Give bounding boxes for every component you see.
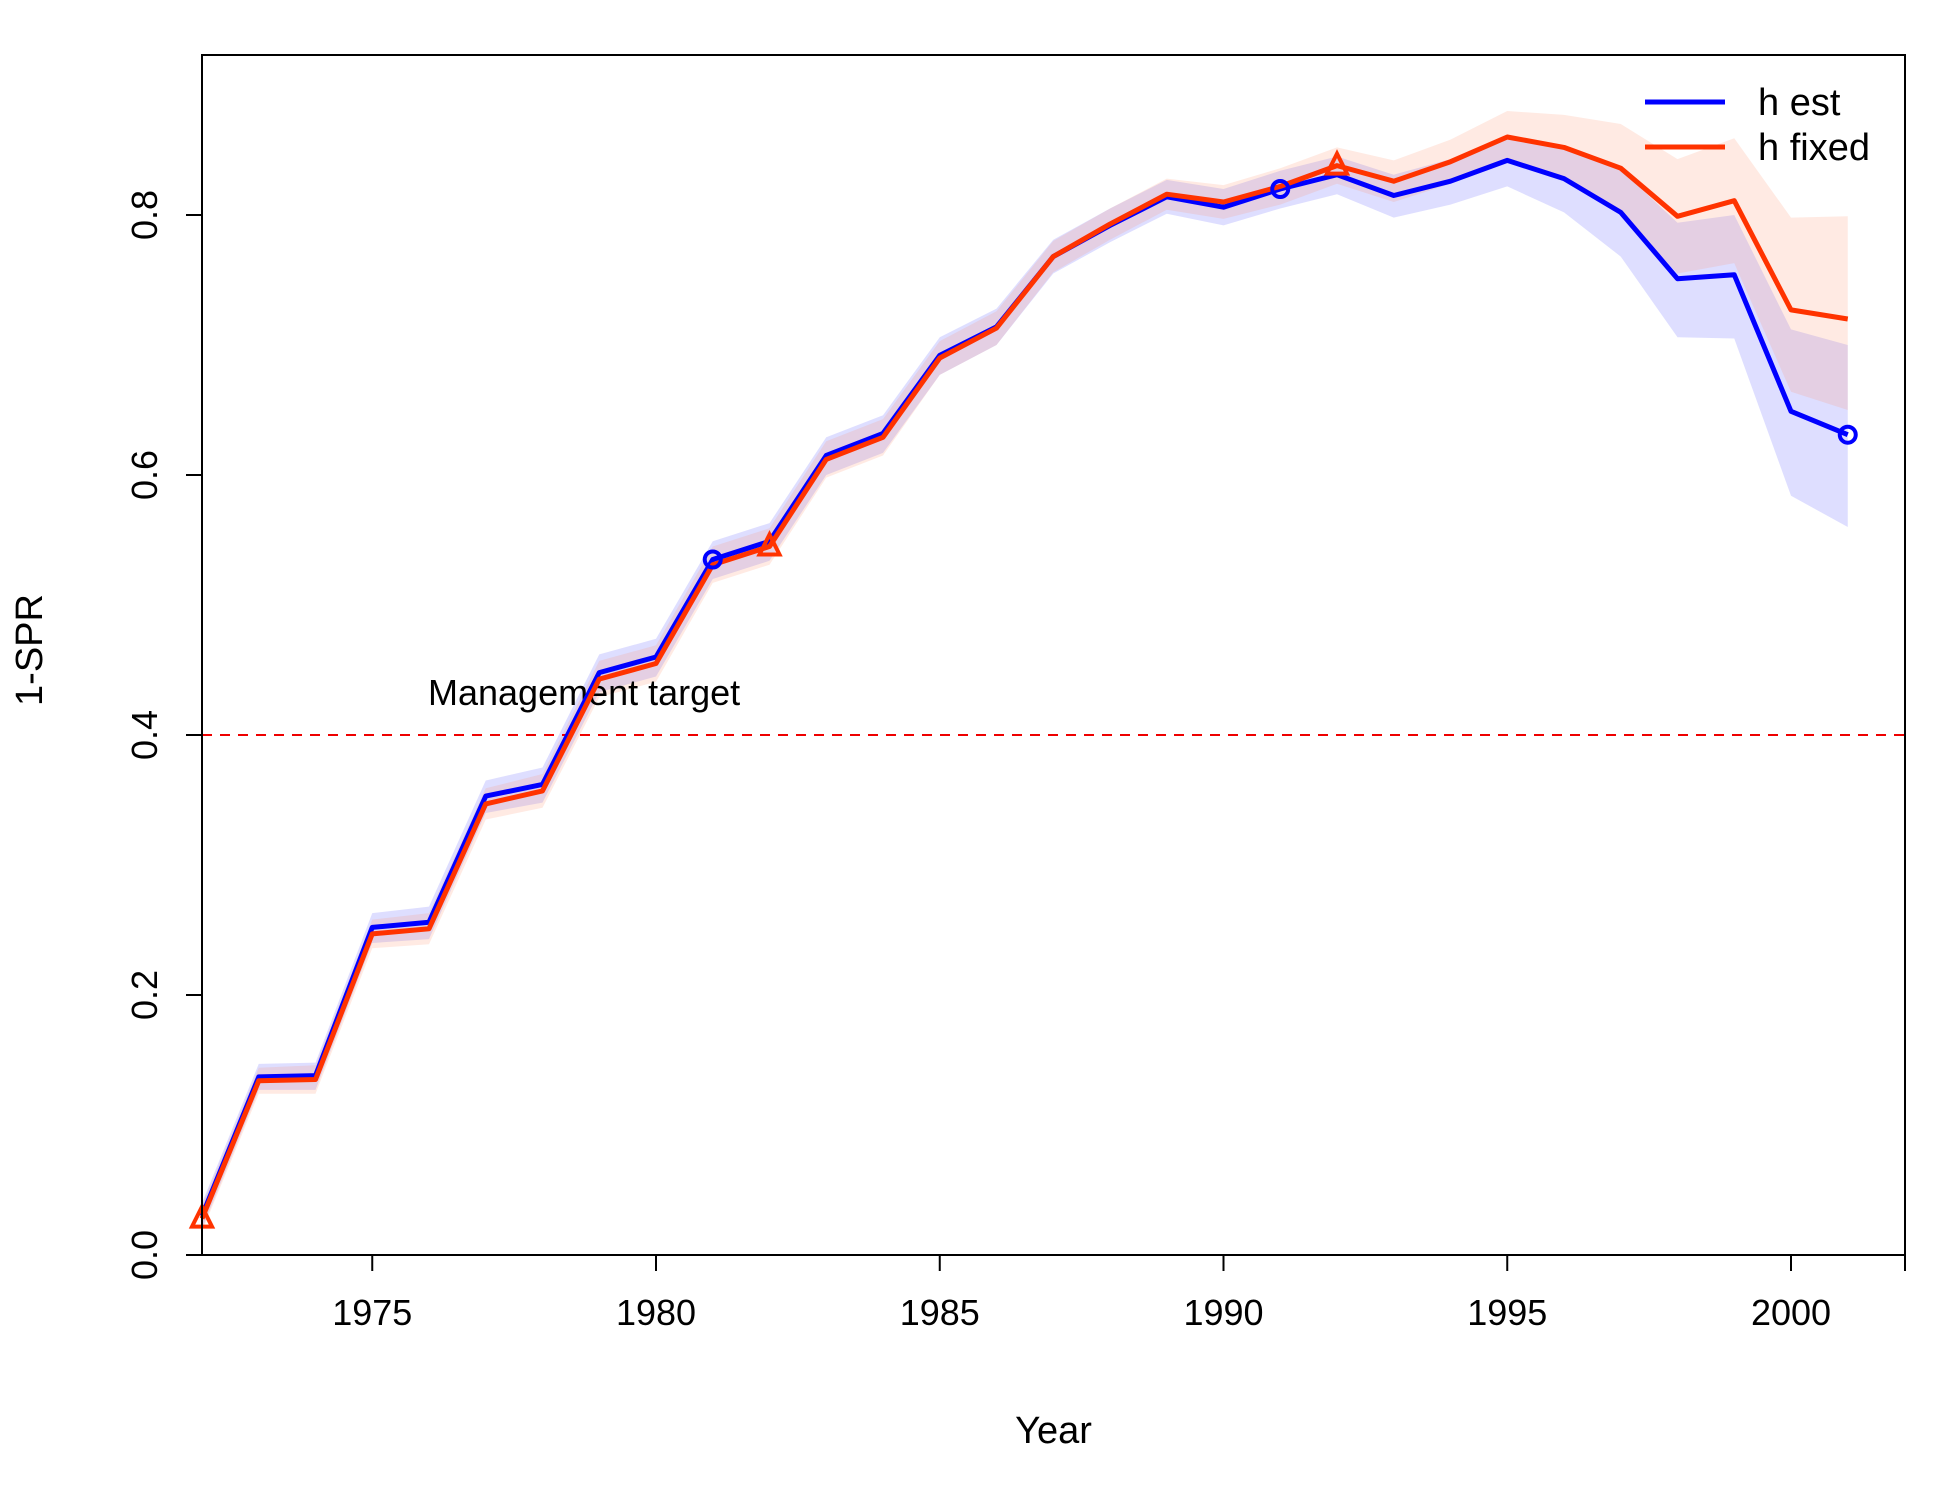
x-tick-label-1995: 1995 [1467, 1292, 1547, 1333]
marker-h-fixed-1992 [1323, 149, 1351, 176]
x-tick-label-2000: 2000 [1751, 1292, 1831, 1333]
legend-label-0: h est [1758, 82, 1841, 124]
marker-h-est-2001 [1837, 424, 1858, 445]
y-axis-label: 1-SPR [9, 594, 51, 706]
y-tick-label-1: 0.2 [124, 970, 165, 1020]
band-h-est [202, 137, 1848, 1229]
y-axis: 0.0 0.2 0.4 0.6 0.8 [124, 190, 202, 1280]
line-h-fixed [199, 134, 1849, 1220]
marker-h-fixed-1982 [756, 530, 783, 557]
x-tick-label-1990: 1990 [1183, 1292, 1263, 1333]
marker-h-est-1991 [1270, 179, 1291, 199]
x-tick-label-1980: 1980 [616, 1292, 696, 1333]
y-tick-label-3: 0.6 [124, 450, 165, 500]
series-lines [199, 134, 1849, 1220]
y-tick-label-4: 0.8 [124, 190, 165, 240]
y-tick-label-0: 0.0 [124, 1230, 165, 1280]
x-axis-label: Year [1015, 1410, 1092, 1452]
y-tick-label-2: 0.4 [124, 710, 165, 760]
management-target: Management target [202, 672, 1905, 736]
band-h-fixed [202, 111, 1848, 1232]
confidence-bands [202, 111, 1848, 1232]
marker-h-est-1981 [702, 549, 723, 570]
x-tick-label-1985: 1985 [900, 1292, 980, 1333]
legend-label-1: h fixed [1758, 127, 1870, 169]
x-axis: 1975 1980 1985 1990 1995 2000 [202, 1254, 1906, 1333]
series-markers [188, 149, 1858, 1229]
x-tick-label-1975: 1975 [332, 1292, 412, 1333]
